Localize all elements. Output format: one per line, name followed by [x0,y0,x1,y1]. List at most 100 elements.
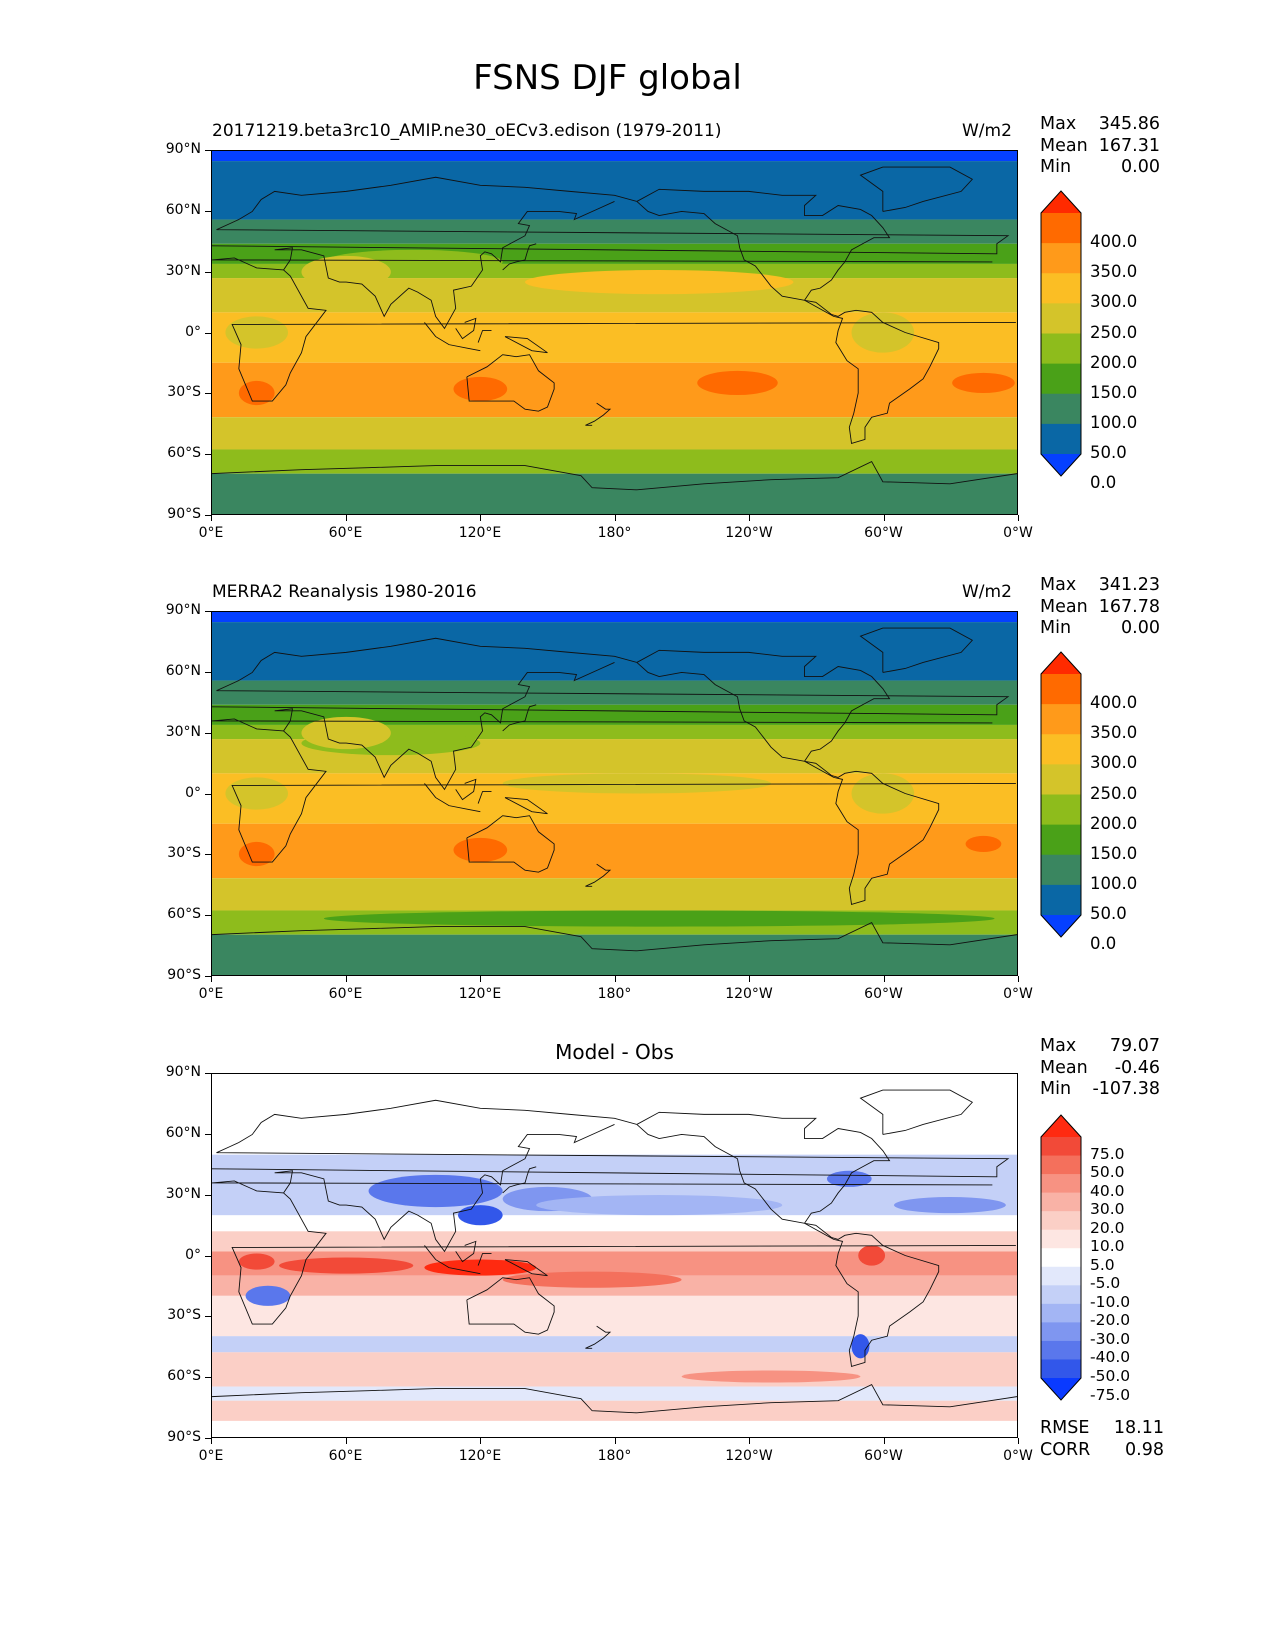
colorbar-level-label: 150.0 [1090,382,1138,402]
min-value: -107.38 [1092,1079,1160,1099]
colorbar-level-label: 100.0 [1090,412,1138,432]
lat-tick-label: 0° [185,323,201,340]
colorbar-segment [1041,393,1081,425]
lat-tick-label: 30°N [165,1185,201,1202]
coastline [212,922,1017,952]
coastline [424,1245,481,1275]
panel-2-title: MERRA2 Reanalysis 1980-2016 [212,582,477,602]
field-patch [851,1334,870,1359]
lon-tick-mark [883,1438,885,1444]
field-band [212,473,1017,514]
lon-tick-mark [345,976,347,982]
lon-tick-label: 60°E [328,525,363,541]
lon-tick-mark [614,515,616,521]
colorbar-segment [1041,1303,1081,1323]
lat-tick-label: 60°S [167,445,201,462]
colorbar-level-label: 300.0 [1090,753,1138,773]
colorbar-level-label: 250.0 [1090,783,1138,803]
lon-tick-label: 120°W [725,986,773,1002]
coastline [212,1384,1017,1414]
lat-tick-label: 60°N [165,662,201,679]
coastlines [212,627,1017,952]
max-label: Max [1040,575,1077,595]
field-patch [453,837,508,863]
panel-1-units: W/m2 [962,121,1012,141]
colorbar-segment [1041,1155,1081,1175]
field-patch [279,803,503,824]
coastline [804,299,940,444]
colorbar-level-label: 20.0 [1090,1218,1125,1237]
colorbar-extend-low [1041,1378,1081,1400]
lat-tick-label: 90°N [165,602,201,618]
panel-3-colorbar: 75.0 50.0 40.0 30.0 20.0 10.0 5.0 -5.0 -10.0 -20.… [1040,1114,1130,1405]
lat-tick-mark [205,210,211,212]
field-band [212,823,1017,879]
colorbar-segment [1041,1192,1081,1212]
lon-tick-label: 0°W [1003,1448,1033,1464]
coastline [504,336,548,354]
colorbar-segment [1041,674,1081,705]
colorbar-graphic [1040,1114,1082,1401]
lat-tick-label: 90°N [165,1064,201,1080]
lon-tick-mark [614,976,616,982]
lon-tick-label: 60°W [864,1448,903,1464]
max-value: 79.07 [1109,1036,1160,1056]
colorbar-outline [1040,651,1082,938]
lon-tick-label: 60°E [328,1448,363,1464]
lat-tick-mark [205,915,211,917]
lat-tick-label: 30°S [167,1307,201,1324]
coastline [636,649,891,762]
coastline [804,760,940,905]
colorbar-graphic [1040,190,1082,477]
lon-tick-label: 120°E [458,525,502,541]
map-field [212,151,1017,514]
colorbar-level-label: 150.0 [1090,843,1138,863]
colorbar-level-label: 5.0 [1090,1255,1115,1274]
colorbar-graphic [1040,651,1082,938]
lat-tick-mark [205,793,211,795]
field-patch [525,269,794,295]
panel-3-title: Model - Obs [555,1040,674,1064]
field-patch [536,1195,783,1216]
coastline [502,704,537,732]
lat-tick-mark [205,854,211,856]
lat-tick-label: 0° [185,1246,201,1263]
colorbar-level-label: 0.0 [1090,934,1117,954]
coastline [859,1089,974,1135]
field-patch [238,841,275,867]
lon-tick-mark [614,1438,616,1444]
max-label: Max [1040,1036,1077,1056]
colorbar-level-label: 50.0 [1090,904,1127,923]
coastline [502,1166,537,1194]
max-label: Max [1040,114,1077,134]
colorbar-level-label: 75.0 [1090,1144,1125,1163]
lon-tick-mark [883,976,885,982]
coastline [636,188,891,301]
panel-1-colorbar: 400.0 350.0 300.0 250.0 200.0 150.0 100.0 50.0 0… [1040,190,1137,492]
colorbar-segment [1041,213,1081,244]
lon-tick-label: 60°W [864,986,903,1002]
lat-tick-mark [205,1377,211,1379]
coastline [804,1222,940,1367]
colorbar-level-label: 200.0 [1090,813,1138,833]
coastline [466,354,555,412]
colorbar-level-label: 0.0 [1090,473,1117,493]
lon-tick-label: 120°W [725,1448,773,1464]
coastline [455,778,477,801]
colorbar-segment [1041,1322,1081,1342]
coastline [455,317,477,340]
colorbar-segment [1041,1285,1081,1305]
lon-tick-mark [480,515,481,521]
colorbar-level-label: -10.0 [1090,1292,1131,1311]
colorbar-extend-low [1041,915,1081,937]
coastline [859,166,974,212]
coastlines [212,1089,1017,1414]
lon-tick-mark [1018,515,1019,521]
min-value: 0.00 [1121,157,1160,177]
colorbar-extend-low [1041,454,1081,476]
lon-tick-mark [749,976,750,982]
lon-tick-label: 120°E [458,1448,502,1464]
colorbar-level-label: 400.0 [1090,693,1138,713]
coastline [477,791,492,804]
panel-3-map [211,1073,1018,1438]
